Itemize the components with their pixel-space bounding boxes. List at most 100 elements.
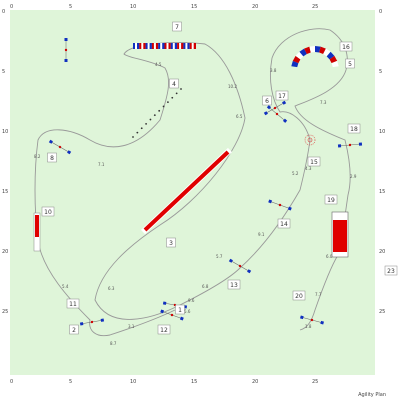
field-area <box>10 10 375 375</box>
tyre-15 <box>304 134 316 146</box>
y-tick-right: 5 <box>379 69 382 75</box>
obstacle-label-20: 20 <box>292 290 306 301</box>
weave-pole <box>140 127 143 130</box>
obstacle-label-1: 1 <box>175 304 185 315</box>
y-tick-right: 20 <box>379 249 385 255</box>
x-tick-bottom: 25 <box>312 379 318 385</box>
obstacle-label-4: 4 <box>169 78 179 89</box>
walk-stripe <box>166 43 169 49</box>
distance-label: 1.8 <box>305 324 312 329</box>
walk-stripe <box>191 43 194 49</box>
obstacle-label-16: 16 <box>339 41 353 52</box>
tunnel-19 <box>331 211 349 258</box>
obstacle-label-17: 17 <box>275 90 289 101</box>
distance-label: 5.7 <box>216 254 223 259</box>
obstacle-number: 16 <box>342 44 350 51</box>
distance-label: 3.8 <box>270 68 277 73</box>
walk-stripe <box>160 43 163 49</box>
weave-pole <box>180 88 182 90</box>
x-tick-top: 25 <box>312 4 318 10</box>
hurdle <box>337 142 363 148</box>
walk-7 <box>133 43 196 49</box>
distance-label: 5.4 <box>62 284 69 289</box>
walk-segment <box>291 60 299 68</box>
walk-stripe <box>179 43 182 49</box>
obstacle-number: 12 <box>160 327 168 334</box>
weave-pole <box>167 101 169 103</box>
obstacle-label-14: 14 <box>277 218 291 229</box>
hurdle <box>48 139 72 155</box>
walk-segment <box>304 46 311 54</box>
obstacle-label-3: 3 <box>166 237 176 248</box>
obstacle-number: 17 <box>278 93 286 100</box>
y-tick-right: 25 <box>379 309 385 315</box>
obstacle-label-18: 18 <box>347 123 361 134</box>
x-tick-top: 20 <box>252 4 258 10</box>
obstacle-label-13: 13 <box>227 279 241 290</box>
x-tick-top: 15 <box>191 4 197 10</box>
weave-pole <box>136 131 139 134</box>
weave-pole <box>149 118 152 121</box>
tunnel-10 <box>33 212 41 252</box>
walk-segment <box>319 46 326 54</box>
y-tick-right: 15 <box>379 189 385 195</box>
obstacle-number: 4 <box>172 81 176 88</box>
obstacle-number: 14 <box>280 221 288 228</box>
obstacle-number: 1 <box>178 307 182 314</box>
y-tick-left: 20 <box>2 249 8 255</box>
y-axis-left: 0 5 10 15 20 25 <box>2 9 8 315</box>
obstacle-label-6: 6 <box>262 95 272 106</box>
distance-label: 8.2 <box>34 154 41 159</box>
distance-label: 9.6 <box>188 298 195 303</box>
obstacle-label-12: 12 <box>157 324 171 335</box>
obstacle-number: 7 <box>175 24 179 31</box>
obstacle-number: 6 <box>265 98 269 105</box>
x-axis-bottom: 0 5 10 15 20 25 <box>10 379 318 385</box>
distance-label: 6.8 <box>202 284 209 289</box>
weave-pole <box>145 123 147 125</box>
weave-pole <box>162 105 165 108</box>
x-tick-top: 0 <box>10 4 13 10</box>
obstacle-number: 20 <box>295 293 303 300</box>
x-tick-bottom: 15 <box>191 379 197 385</box>
walk-stripe <box>185 43 188 49</box>
x-tick-bottom: 0 <box>10 379 13 385</box>
walk-segment <box>309 46 315 53</box>
hurdle <box>79 318 105 326</box>
weave-pole <box>153 114 156 117</box>
obstacle-number: 13 <box>230 282 238 289</box>
x-tick-bottom: 20 <box>252 379 258 385</box>
distance-label: 7.7 <box>315 292 322 297</box>
walk-segment <box>331 60 339 68</box>
distance-label: 6.0 <box>326 254 333 259</box>
obstacle-label-10: 10 <box>41 206 55 217</box>
weave-poles <box>132 88 182 138</box>
distance-label: 10.2 <box>228 84 237 89</box>
y-tick-left: 15 <box>2 189 8 195</box>
walk-stripe <box>172 43 175 49</box>
distance-label: 6.3 <box>108 286 115 291</box>
x-axis-top: 0 5 10 15 20 25 <box>10 4 318 10</box>
walk-stripe <box>141 43 144 49</box>
obstacle-number: 18 <box>350 126 358 133</box>
y-tick-right: 10 <box>379 129 385 135</box>
walk-segment <box>315 46 321 53</box>
obstacle-label-11: 11 <box>66 298 80 309</box>
obstacle-label-19: 19 <box>324 194 338 205</box>
distance-label: 4.3 <box>305 166 312 171</box>
obstacle-label-5: 5 <box>345 58 355 69</box>
walk-segment <box>295 51 304 60</box>
hurdles <box>48 38 363 326</box>
obstacle-number: 2 <box>72 327 76 334</box>
distance-label: 5.2 <box>292 171 299 176</box>
distance-label: 4.5 <box>155 62 162 67</box>
y-tick-left: 0 <box>2 9 5 15</box>
obstacle-label-23: 23 <box>384 265 398 276</box>
x-tick-top: 10 <box>130 4 136 10</box>
weave-pole <box>158 109 161 112</box>
hurdle <box>266 105 288 123</box>
distance-label: 6.5 <box>236 114 243 119</box>
hurdle <box>228 258 252 274</box>
